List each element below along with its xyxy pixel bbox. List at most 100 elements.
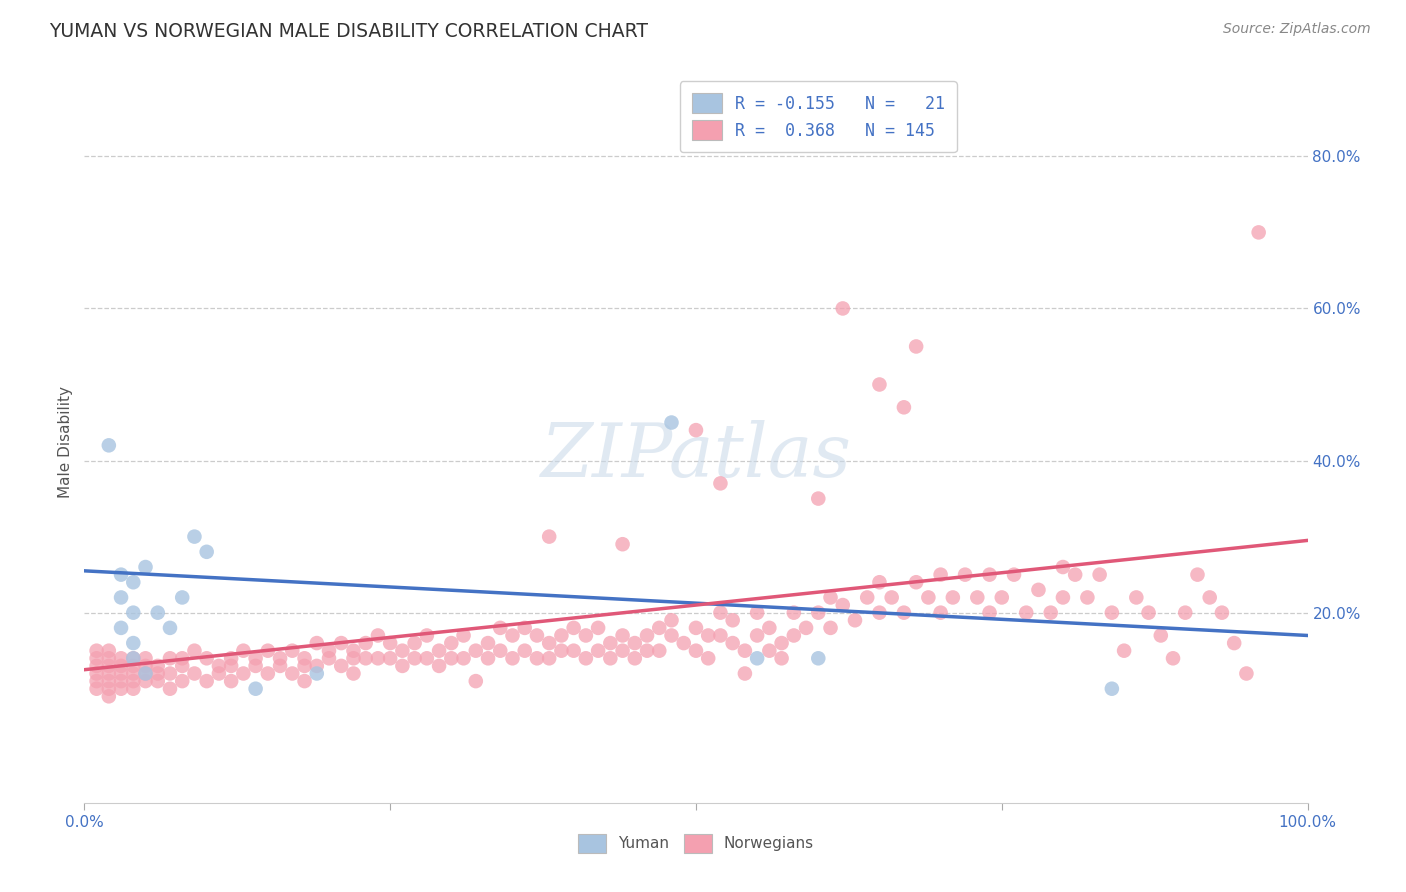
Point (146, 659, 169, 673)
Point (97, 659, 120, 673)
Point (831, 598, 853, 612)
Point (599, 651, 621, 665)
Point (1052, 560, 1074, 574)
Point (1150, 628, 1173, 642)
Point (122, 659, 145, 673)
Point (709, 476, 731, 491)
Point (464, 643, 486, 657)
Point (416, 651, 439, 665)
Point (477, 651, 499, 665)
Point (404, 651, 426, 665)
Point (513, 643, 536, 657)
Point (146, 606, 169, 620)
Point (1052, 591, 1074, 605)
Point (110, 591, 132, 605)
Point (856, 591, 879, 605)
Point (685, 643, 707, 657)
Point (807, 491, 830, 506)
Point (758, 621, 780, 635)
Point (807, 651, 830, 665)
Point (734, 666, 756, 681)
Point (318, 643, 340, 657)
Point (489, 621, 512, 635)
Point (135, 674, 157, 689)
Point (453, 651, 475, 665)
Point (562, 643, 585, 657)
Point (893, 401, 915, 415)
Point (380, 651, 402, 665)
Point (538, 651, 561, 665)
Point (245, 681, 267, 696)
Point (526, 628, 548, 642)
Point (1174, 606, 1197, 620)
Point (440, 651, 463, 665)
Point (747, 606, 769, 620)
Point (661, 416, 683, 430)
Point (807, 606, 830, 620)
Point (97, 651, 120, 665)
Point (195, 545, 218, 559)
Point (612, 537, 634, 551)
Point (685, 621, 707, 635)
Point (1114, 643, 1136, 657)
Point (942, 591, 965, 605)
Point (86, 643, 108, 657)
Point (917, 591, 939, 605)
Point (661, 628, 683, 642)
Point (721, 636, 744, 650)
Point (110, 567, 132, 582)
Point (391, 659, 413, 673)
Point (1247, 226, 1270, 240)
Point (257, 643, 280, 657)
Point (159, 651, 181, 665)
Point (195, 674, 218, 689)
Point (135, 560, 157, 574)
Point (97, 643, 120, 657)
Point (599, 636, 621, 650)
Point (440, 636, 463, 650)
Point (269, 651, 291, 665)
Point (844, 613, 866, 627)
Point (966, 591, 988, 605)
Point (513, 621, 536, 635)
Point (294, 651, 316, 665)
Point (869, 575, 891, 590)
Point (734, 643, 756, 657)
Point (905, 339, 928, 353)
Point (697, 651, 720, 665)
Point (172, 591, 194, 605)
Point (1101, 681, 1123, 696)
Point (342, 643, 364, 657)
Point (586, 621, 609, 635)
Point (110, 651, 132, 665)
Point (110, 681, 132, 696)
Point (122, 681, 145, 696)
Point (538, 530, 561, 544)
Point (893, 606, 915, 620)
Point (550, 643, 572, 657)
Point (110, 674, 132, 689)
Point (159, 621, 181, 635)
Point (172, 674, 194, 689)
Point (831, 301, 853, 316)
Point (624, 651, 647, 665)
Point (979, 567, 1001, 582)
Point (1223, 636, 1246, 650)
Point (183, 666, 205, 681)
Point (97, 690, 120, 704)
Point (122, 636, 145, 650)
Point (208, 666, 231, 681)
Y-axis label: Male Disability: Male Disability (58, 385, 73, 498)
Point (183, 530, 205, 544)
Point (122, 651, 145, 665)
Point (783, 606, 806, 620)
Point (721, 613, 744, 627)
Point (1198, 591, 1220, 605)
Point (330, 636, 353, 650)
Point (538, 636, 561, 650)
Point (709, 628, 731, 642)
Point (281, 666, 304, 681)
Point (929, 567, 952, 582)
Point (636, 628, 658, 642)
Point (416, 628, 439, 642)
